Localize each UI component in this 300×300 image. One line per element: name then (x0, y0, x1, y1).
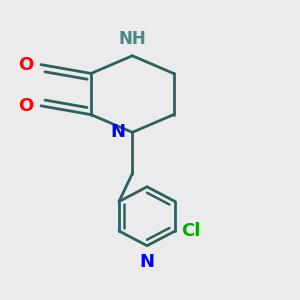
Text: O: O (18, 97, 34, 115)
Text: N: N (110, 123, 125, 141)
Text: Cl: Cl (181, 222, 200, 240)
Text: N: N (140, 253, 154, 271)
Text: NH: NH (118, 29, 146, 47)
Text: O: O (18, 56, 34, 74)
